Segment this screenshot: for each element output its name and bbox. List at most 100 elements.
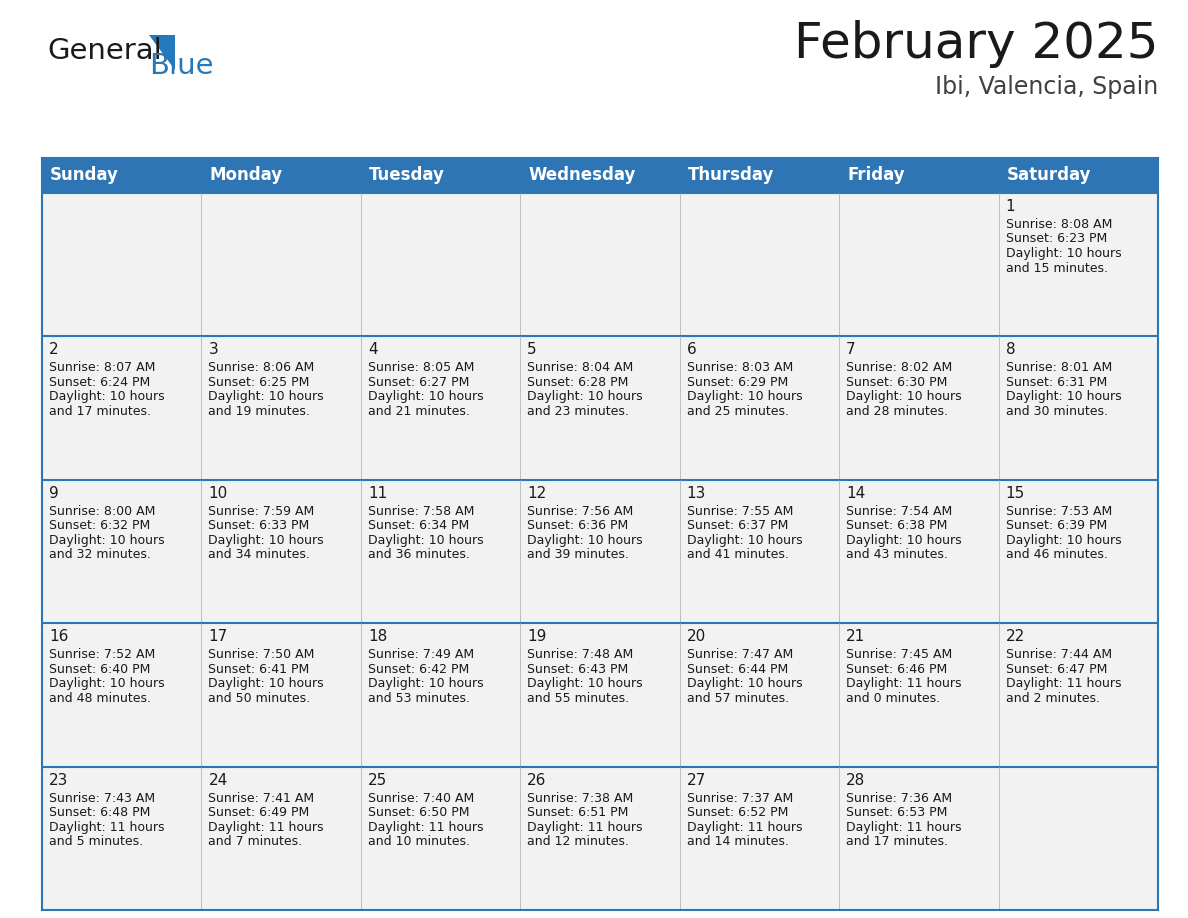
- FancyBboxPatch shape: [361, 767, 520, 910]
- Text: Daylight: 10 hours: Daylight: 10 hours: [208, 390, 324, 403]
- Text: and 28 minutes.: and 28 minutes.: [846, 405, 948, 418]
- Text: Daylight: 10 hours: Daylight: 10 hours: [846, 390, 962, 403]
- FancyBboxPatch shape: [839, 480, 999, 623]
- Text: Sunset: 6:33 PM: Sunset: 6:33 PM: [208, 520, 310, 532]
- Text: and 43 minutes.: and 43 minutes.: [846, 548, 948, 561]
- Text: Sunset: 6:51 PM: Sunset: 6:51 PM: [527, 806, 628, 819]
- Text: Sunset: 6:42 PM: Sunset: 6:42 PM: [368, 663, 469, 676]
- Text: Sunrise: 8:07 AM: Sunrise: 8:07 AM: [49, 362, 156, 375]
- Text: Daylight: 10 hours: Daylight: 10 hours: [527, 533, 643, 547]
- Text: Daylight: 11 hours: Daylight: 11 hours: [208, 821, 324, 834]
- FancyBboxPatch shape: [202, 623, 361, 767]
- Text: Daylight: 10 hours: Daylight: 10 hours: [687, 677, 802, 690]
- FancyBboxPatch shape: [361, 158, 520, 193]
- Text: and 7 minutes.: and 7 minutes.: [208, 835, 303, 848]
- Text: 15: 15: [1005, 486, 1025, 501]
- Text: 22: 22: [1005, 629, 1025, 644]
- Text: and 46 minutes.: and 46 minutes.: [1005, 548, 1107, 561]
- Text: Daylight: 10 hours: Daylight: 10 hours: [49, 390, 165, 403]
- Text: 17: 17: [208, 629, 228, 644]
- Text: Daylight: 11 hours: Daylight: 11 hours: [49, 821, 164, 834]
- FancyBboxPatch shape: [999, 193, 1158, 336]
- Text: 2: 2: [49, 342, 58, 357]
- Text: Thursday: Thursday: [688, 166, 775, 185]
- Text: Ibi, Valencia, Spain: Ibi, Valencia, Spain: [935, 75, 1158, 99]
- Text: 24: 24: [208, 773, 228, 788]
- FancyBboxPatch shape: [999, 158, 1158, 193]
- Text: and 17 minutes.: and 17 minutes.: [846, 835, 948, 848]
- Text: 16: 16: [49, 629, 69, 644]
- FancyBboxPatch shape: [520, 158, 680, 193]
- Text: Daylight: 11 hours: Daylight: 11 hours: [368, 821, 484, 834]
- Text: and 30 minutes.: and 30 minutes.: [1005, 405, 1107, 418]
- Text: Sunset: 6:31 PM: Sunset: 6:31 PM: [1005, 375, 1107, 389]
- Text: 12: 12: [527, 486, 546, 501]
- Text: 19: 19: [527, 629, 546, 644]
- Text: Daylight: 10 hours: Daylight: 10 hours: [49, 533, 165, 547]
- Text: Daylight: 11 hours: Daylight: 11 hours: [846, 821, 961, 834]
- Text: Sunrise: 7:53 AM: Sunrise: 7:53 AM: [1005, 505, 1112, 518]
- FancyBboxPatch shape: [680, 193, 839, 336]
- Text: Sunrise: 7:54 AM: Sunrise: 7:54 AM: [846, 505, 953, 518]
- Text: 21: 21: [846, 629, 865, 644]
- FancyBboxPatch shape: [839, 193, 999, 336]
- FancyBboxPatch shape: [999, 623, 1158, 767]
- Text: Friday: Friday: [847, 166, 905, 185]
- Text: 9: 9: [49, 486, 58, 501]
- Text: 14: 14: [846, 486, 865, 501]
- Text: Sunset: 6:53 PM: Sunset: 6:53 PM: [846, 806, 948, 819]
- Text: Sunrise: 8:06 AM: Sunrise: 8:06 AM: [208, 362, 315, 375]
- Text: Daylight: 11 hours: Daylight: 11 hours: [527, 821, 643, 834]
- Text: Daylight: 10 hours: Daylight: 10 hours: [208, 533, 324, 547]
- Text: Sunrise: 8:05 AM: Sunrise: 8:05 AM: [368, 362, 474, 375]
- Text: Sunrise: 7:40 AM: Sunrise: 7:40 AM: [368, 791, 474, 804]
- FancyBboxPatch shape: [839, 767, 999, 910]
- Text: 23: 23: [49, 773, 69, 788]
- Text: Sunset: 6:43 PM: Sunset: 6:43 PM: [527, 663, 628, 676]
- Text: Sunrise: 8:02 AM: Sunrise: 8:02 AM: [846, 362, 953, 375]
- Text: Sunset: 6:27 PM: Sunset: 6:27 PM: [368, 375, 469, 389]
- Text: and 50 minutes.: and 50 minutes.: [208, 691, 310, 705]
- Text: Daylight: 10 hours: Daylight: 10 hours: [49, 677, 165, 690]
- Text: Daylight: 10 hours: Daylight: 10 hours: [368, 533, 484, 547]
- Text: Sunset: 6:37 PM: Sunset: 6:37 PM: [687, 520, 788, 532]
- Text: Sunset: 6:39 PM: Sunset: 6:39 PM: [1005, 520, 1107, 532]
- Text: Sunrise: 7:58 AM: Sunrise: 7:58 AM: [368, 505, 474, 518]
- Text: and 34 minutes.: and 34 minutes.: [208, 548, 310, 561]
- Text: Sunset: 6:41 PM: Sunset: 6:41 PM: [208, 663, 310, 676]
- Text: Sunset: 6:52 PM: Sunset: 6:52 PM: [687, 806, 788, 819]
- Text: Blue: Blue: [148, 52, 214, 80]
- Text: Sunrise: 7:48 AM: Sunrise: 7:48 AM: [527, 648, 633, 661]
- FancyBboxPatch shape: [839, 623, 999, 767]
- Text: Sunrise: 7:49 AM: Sunrise: 7:49 AM: [368, 648, 474, 661]
- Text: Sunrise: 7:38 AM: Sunrise: 7:38 AM: [527, 791, 633, 804]
- Text: Sunrise: 7:45 AM: Sunrise: 7:45 AM: [846, 648, 953, 661]
- FancyBboxPatch shape: [42, 623, 202, 767]
- Text: and 57 minutes.: and 57 minutes.: [687, 691, 789, 705]
- Text: 18: 18: [368, 629, 387, 644]
- Text: Sunset: 6:44 PM: Sunset: 6:44 PM: [687, 663, 788, 676]
- FancyBboxPatch shape: [520, 623, 680, 767]
- Text: and 23 minutes.: and 23 minutes.: [527, 405, 630, 418]
- Text: and 36 minutes.: and 36 minutes.: [368, 548, 469, 561]
- Text: and 2 minutes.: and 2 minutes.: [1005, 691, 1100, 705]
- Text: Sunset: 6:32 PM: Sunset: 6:32 PM: [49, 520, 150, 532]
- Text: Daylight: 11 hours: Daylight: 11 hours: [1005, 677, 1121, 690]
- Text: and 10 minutes.: and 10 minutes.: [368, 835, 470, 848]
- FancyBboxPatch shape: [680, 158, 839, 193]
- Text: Daylight: 10 hours: Daylight: 10 hours: [208, 677, 324, 690]
- Text: and 53 minutes.: and 53 minutes.: [368, 691, 470, 705]
- Text: Wednesday: Wednesday: [529, 166, 636, 185]
- Text: Sunrise: 8:08 AM: Sunrise: 8:08 AM: [1005, 218, 1112, 231]
- Text: Sunrise: 7:36 AM: Sunrise: 7:36 AM: [846, 791, 953, 804]
- Text: 8: 8: [1005, 342, 1016, 357]
- Text: and 15 minutes.: and 15 minutes.: [1005, 262, 1107, 274]
- Text: 13: 13: [687, 486, 706, 501]
- Text: and 25 minutes.: and 25 minutes.: [687, 405, 789, 418]
- FancyBboxPatch shape: [42, 480, 202, 623]
- FancyBboxPatch shape: [520, 193, 680, 336]
- Text: Sunrise: 7:41 AM: Sunrise: 7:41 AM: [208, 791, 315, 804]
- FancyBboxPatch shape: [680, 336, 839, 480]
- Text: 10: 10: [208, 486, 228, 501]
- Text: and 17 minutes.: and 17 minutes.: [49, 405, 151, 418]
